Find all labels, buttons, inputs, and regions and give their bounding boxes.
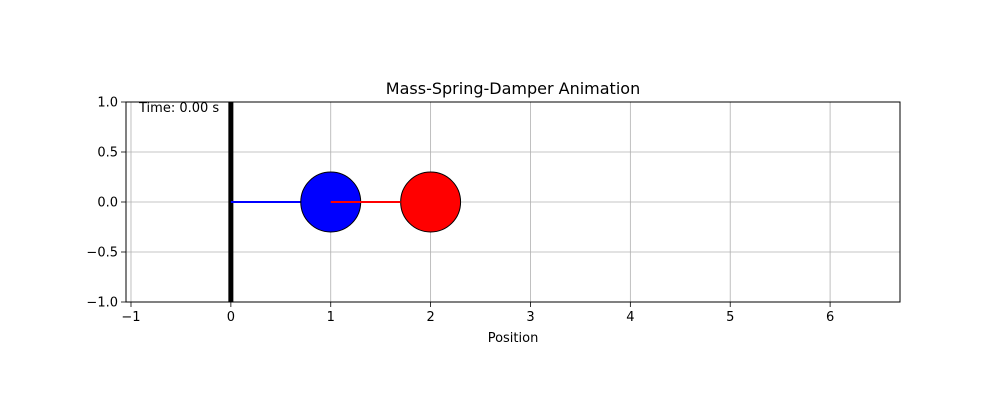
y-tick-label: 0.5 [97, 146, 118, 161]
chart-title: Mass-Spring-Damper Animation [386, 79, 640, 98]
y-tick-label: −0.5 [86, 246, 118, 261]
ticks: −1 0 1 2 3 4 5 6 −1.0 −0.5 0.0 0.5 1.0 [86, 96, 834, 326]
x-tick-label: 5 [726, 310, 734, 325]
x-tick-label: 2 [426, 310, 434, 325]
x-tick-label: 1 [327, 310, 335, 325]
time-annotation: Time: 0.00 s [138, 101, 219, 116]
mass-2 [400, 171, 462, 233]
x-tick-label: 4 [626, 310, 634, 325]
x-tick-label: 0 [227, 310, 235, 325]
y-tick-label: −1.0 [86, 296, 118, 311]
plot-content [228, 102, 462, 302]
x-tick-label: −1 [121, 310, 140, 325]
x-tick-label: 6 [826, 310, 834, 325]
x-axis-label: Position [488, 331, 539, 346]
y-tick-label: 1.0 [97, 96, 118, 111]
x-tick-label: 3 [526, 310, 534, 325]
y-tick-label: 0.0 [97, 196, 118, 211]
